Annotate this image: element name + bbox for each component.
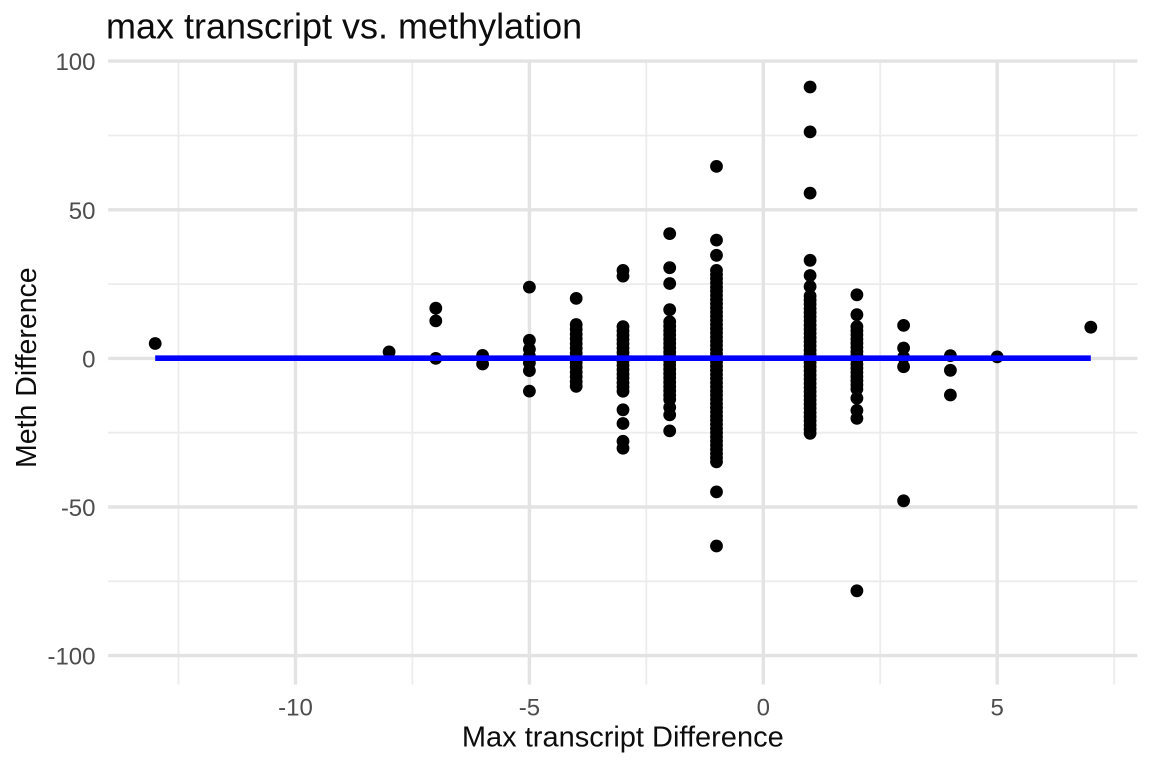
svg-text:100: 100 <box>55 49 95 76</box>
svg-text:-5: -5 <box>519 694 540 721</box>
svg-text:Max transcript Difference: Max transcript Difference <box>462 722 784 754</box>
svg-text:0: 0 <box>757 694 770 721</box>
svg-text:5: 5 <box>991 694 1004 721</box>
svg-text:-10: -10 <box>278 694 313 721</box>
svg-text:50: 50 <box>69 198 96 225</box>
svg-text:0: 0 <box>82 346 95 373</box>
svg-text:Meth Difference: Meth Difference <box>11 267 43 468</box>
svg-text:-50: -50 <box>61 495 96 522</box>
svg-text:max transcript vs. methylation: max transcript vs. methylation <box>106 6 582 47</box>
svg-text:-100: -100 <box>47 644 95 671</box>
